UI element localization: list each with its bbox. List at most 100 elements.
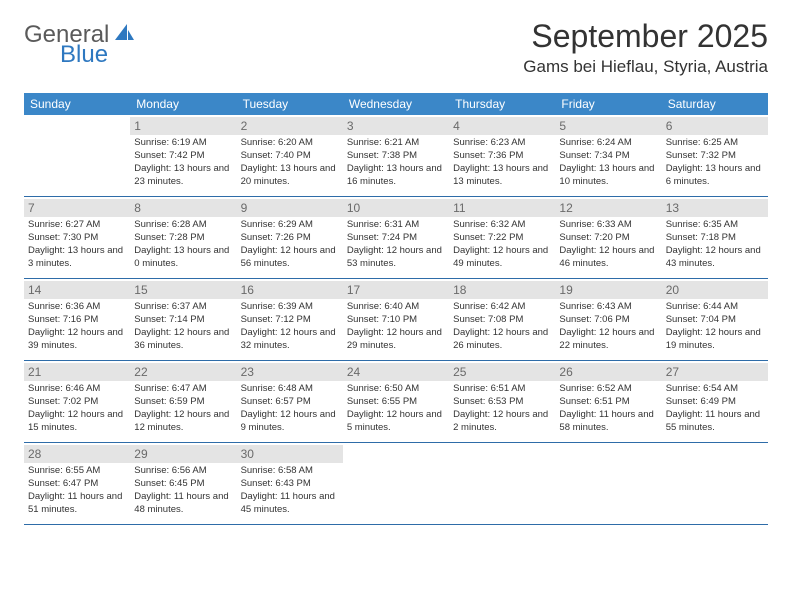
daylight-line: Daylight: 11 hours and 58 minutes.	[559, 409, 657, 435]
daylight-line: Daylight: 13 hours and 20 minutes.	[241, 163, 339, 189]
calendar-day-cell: 1 Sunrise: 6:19 AMSunset: 7:42 PMDaylight…	[130, 115, 236, 197]
sunrise-line: Sunrise: 6:48 AM	[241, 383, 339, 396]
sunset-line: Sunset: 6:59 PM	[134, 396, 232, 409]
daylight-line: Daylight: 13 hours and 0 minutes.	[134, 245, 232, 271]
sunrise-line: Sunrise: 6:44 AM	[666, 301, 764, 314]
day-number: 21	[24, 363, 130, 381]
calendar-day-cell: 21Sunrise: 6:46 AMSunset: 7:02 PMDayligh…	[24, 361, 130, 443]
sunrise-line: Sunrise: 6:29 AM	[241, 219, 339, 232]
calendar-empty-cell	[662, 443, 768, 525]
day-number: 6	[662, 117, 768, 135]
day-number: 5	[555, 117, 661, 135]
sunrise-line: Sunrise: 6:52 AM	[559, 383, 657, 396]
sunset-line: Sunset: 7:04 PM	[666, 314, 764, 327]
day-number: 22	[130, 363, 236, 381]
sunrise-line: Sunrise: 6:23 AM	[453, 137, 551, 150]
calendar-empty-cell	[449, 443, 555, 525]
daylight-line: Daylight: 13 hours and 6 minutes.	[666, 163, 764, 189]
daylight-line: Daylight: 12 hours and 5 minutes.	[347, 409, 445, 435]
day-number: 4	[449, 117, 555, 135]
daylight-line: Daylight: 13 hours and 13 minutes.	[453, 163, 551, 189]
sunrise-line: Sunrise: 6:43 AM	[559, 301, 657, 314]
calendar-header-cell: Wednesday	[343, 93, 449, 115]
calendar-day-cell: 14 Sunrise: 6:36 AMSunset: 7:16 PMDayligh…	[24, 279, 130, 361]
sunrise-line: Sunrise: 6:33 AM	[559, 219, 657, 232]
day-number: 16	[237, 281, 343, 299]
daylight-line: Daylight: 12 hours and 19 minutes.	[666, 327, 764, 353]
daylight-line: Daylight: 11 hours and 48 minutes.	[134, 491, 232, 517]
day-number: 12	[555, 199, 661, 217]
calendar-day-cell: 24Sunrise: 6:50 AMSunset: 6:55 PMDayligh…	[343, 361, 449, 443]
sunset-line: Sunset: 7:38 PM	[347, 150, 445, 163]
day-number: 15	[130, 281, 236, 299]
daylight-line: Daylight: 12 hours and 32 minutes.	[241, 327, 339, 353]
sunset-line: Sunset: 6:43 PM	[241, 478, 339, 491]
sunrise-line: Sunrise: 6:19 AM	[134, 137, 232, 150]
daylight-line: Daylight: 12 hours and 26 minutes.	[453, 327, 551, 353]
day-number: 30	[237, 445, 343, 463]
sunrise-line: Sunrise: 6:21 AM	[347, 137, 445, 150]
day-number: 28	[24, 445, 130, 463]
calendar-day-cell: 26 Sunrise: 6:52 AMSunset: 6:51 PMDayligh…	[555, 361, 661, 443]
daylight-line: Daylight: 12 hours and 56 minutes.	[241, 245, 339, 271]
daylight-line: Daylight: 12 hours and 43 minutes.	[666, 245, 764, 271]
sunset-line: Sunset: 6:57 PM	[241, 396, 339, 409]
daylight-line: Daylight: 13 hours and 23 minutes.	[134, 163, 232, 189]
day-number: 8	[130, 199, 236, 217]
sunset-line: Sunset: 7:42 PM	[134, 150, 232, 163]
calendar-header-cell: Monday	[130, 93, 236, 115]
sunset-line: Sunset: 7:36 PM	[453, 150, 551, 163]
sunrise-line: Sunrise: 6:54 AM	[666, 383, 764, 396]
day-number: 14	[24, 281, 130, 299]
daylight-line: Daylight: 13 hours and 3 minutes.	[28, 245, 126, 271]
day-number: 13	[662, 199, 768, 217]
day-number: 29	[130, 445, 236, 463]
calendar-day-cell: 9Sunrise: 6:29 AMSunset: 7:26 PMDaylight…	[237, 197, 343, 279]
sunrise-line: Sunrise: 6:58 AM	[241, 465, 339, 478]
sunrise-line: Sunrise: 6:36 AM	[28, 301, 126, 314]
calendar-week-row: 1Sunrise: 6:19 AMSunset: 7:42 PMDaylight…	[24, 115, 768, 197]
sunset-line: Sunset: 7:20 PM	[559, 232, 657, 245]
calendar-header-cell: Friday	[555, 93, 661, 115]
sunset-line: Sunset: 7:24 PM	[347, 232, 445, 245]
daylight-line: Daylight: 12 hours and 39 minutes.	[28, 327, 126, 353]
sunset-line: Sunset: 7:16 PM	[28, 314, 126, 327]
calendar-week-row: 28Sunrise: 6:55 AMSunset: 6:47 PMDayligh…	[24, 443, 768, 525]
calendar-empty-cell	[555, 443, 661, 525]
daylight-line: Daylight: 13 hours and 10 minutes.	[559, 163, 657, 189]
daylight-line: Daylight: 12 hours and 46 minutes.	[559, 245, 657, 271]
day-number: 11	[449, 199, 555, 217]
sunset-line: Sunset: 7:18 PM	[666, 232, 764, 245]
day-number: 18	[449, 281, 555, 299]
daylight-line: Daylight: 12 hours and 53 minutes.	[347, 245, 445, 271]
daylight-line: Daylight: 11 hours and 45 minutes.	[241, 491, 339, 517]
calendar-day-cell: 17Sunrise: 6:40 AMSunset: 7:10 PMDayligh…	[343, 279, 449, 361]
day-number: 1	[130, 117, 236, 135]
daylight-line: Daylight: 12 hours and 29 minutes.	[347, 327, 445, 353]
daylight-line: Daylight: 12 hours and 36 minutes.	[134, 327, 232, 353]
day-number: 17	[343, 281, 449, 299]
calendar-day-cell: 3Sunrise: 6:21 AMSunset: 7:38 PMDaylight…	[343, 115, 449, 197]
calendar-header-cell: Thursday	[449, 93, 555, 115]
daylight-line: Daylight: 12 hours and 22 minutes.	[559, 327, 657, 353]
sunrise-line: Sunrise: 6:37 AM	[134, 301, 232, 314]
sunrise-line: Sunrise: 6:32 AM	[453, 219, 551, 232]
sunrise-line: Sunrise: 6:24 AM	[559, 137, 657, 150]
day-number: 7	[24, 199, 130, 217]
calendar-day-cell: 13Sunrise: 6:35 AMSunset: 7:18 PMDayligh…	[662, 197, 768, 279]
sunset-line: Sunset: 6:45 PM	[134, 478, 232, 491]
calendar-day-cell: 11Sunrise: 6:32 AMSunset: 7:22 PMDayligh…	[449, 197, 555, 279]
sunset-line: Sunset: 7:34 PM	[559, 150, 657, 163]
day-number: 26	[555, 363, 661, 381]
brand-logo: General Blue	[24, 18, 135, 67]
calendar-day-cell: 29Sunrise: 6:56 AMSunset: 6:45 PMDayligh…	[130, 443, 236, 525]
calendar-header-cell: Saturday	[662, 93, 768, 115]
sunset-line: Sunset: 6:51 PM	[559, 396, 657, 409]
calendar-day-cell: 25Sunrise: 6:51 AMSunset: 6:53 PMDayligh…	[449, 361, 555, 443]
day-number: 3	[343, 117, 449, 135]
calendar-day-cell: 30 Sunrise: 6:58 AMSunset: 6:43 PMDayligh…	[237, 443, 343, 525]
calendar-day-cell: 12 Sunrise: 6:33 AMSunset: 7:20 PMDayligh…	[555, 197, 661, 279]
day-number: 27	[662, 363, 768, 381]
calendar-day-cell: 28Sunrise: 6:55 AMSunset: 6:47 PMDayligh…	[24, 443, 130, 525]
location-text: Gams bei Hieflau, Styria, Austria	[523, 57, 768, 77]
